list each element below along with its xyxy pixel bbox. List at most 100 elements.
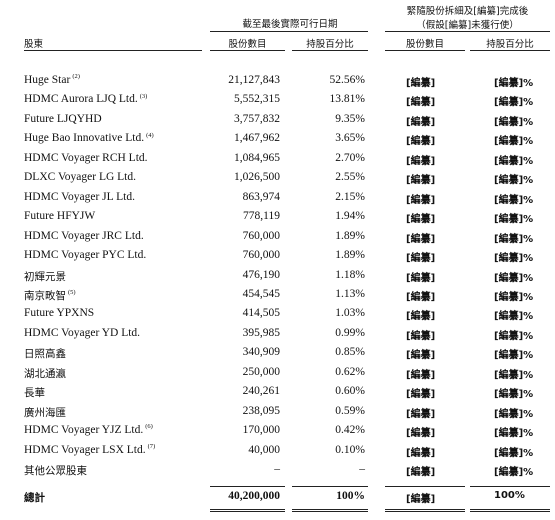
share-count: 863,974 [242, 190, 280, 203]
share-count: 40,000 [248, 443, 280, 456]
table-row: Huge Bao Innovative Ltd. (4) 1,467,962 3.65… [0, 132, 555, 151]
table-row: Future YPXNS 414,505 1.03% [編纂] [編纂]% [0, 307, 555, 326]
share-count: 760,000 [242, 249, 280, 262]
shareholding-pct: 1.13% [335, 287, 365, 300]
shareholder-name: HDMC Voyager RCH Ltd. [24, 151, 196, 164]
total-bottom-rule-shares-after-2 [385, 511, 465, 512]
share-count: 1,026,500 [234, 171, 280, 184]
table-row: HDMC Voyager JL Ltd. 863,974 2.15% [編纂] [編纂]… [0, 190, 555, 210]
shareholding-pct: 1.89% [335, 229, 365, 242]
shareholding-pct: 1.03% [335, 307, 365, 320]
share-count-after: [編纂] [406, 350, 436, 362]
shareholder-name: 廣州海匯 [24, 405, 196, 420]
total-bottom-rule-shares-after [385, 509, 465, 510]
shareholder-name: HDMC Aurora LJQ Ltd. (3) [24, 93, 196, 106]
shareholder-name: Huge Bao Innovative Ltd. (4) [24, 132, 196, 145]
share-count-after: [編纂] [406, 428, 436, 440]
table-row: HDMC Voyager RCH Ltd. 1,084,965 2.70% [編纂] [… [0, 151, 555, 171]
table-row: HDMC Voyager JRC Ltd. 760,000 1.89% [編纂] [編纂… [0, 229, 555, 249]
share-count: 414,505 [242, 307, 280, 320]
col-header-shares-after: 股份數目 [405, 39, 444, 50]
table-row: 廣州海匯 238,095 0.59% [編纂] [編纂]% [0, 405, 555, 424]
total-bottom-rule-pct-after [470, 509, 550, 510]
footnote-ref: (7) [147, 443, 156, 450]
share-count-after: [編纂] [406, 467, 436, 478]
shareholding-pct: 1.18% [335, 268, 365, 281]
table-row: HDMC Voyager LSX Ltd. (7) 40,000 0.10% [編纂] [… [0, 443, 555, 463]
shareholder-name: 南京畋智 (5) [24, 288, 196, 303]
shareholding-pct-after: [編纂]% [494, 467, 534, 478]
total-top-rule-pct [292, 486, 368, 487]
shareholder-name: 湖北通瀛 [24, 366, 196, 381]
shareholder-name: HDMC Voyager JRC Ltd. [24, 229, 196, 242]
total-top-rule-shares [210, 486, 285, 487]
total-shares: 40,200,000 [228, 490, 280, 502]
total-label: 總計 [24, 490, 196, 505]
share-count: 1,467,962 [234, 132, 280, 145]
shareholding-pct-after: [編纂]% [494, 291, 534, 303]
total-bottom-rule-pct-2 [292, 511, 368, 512]
share-count: 395,985 [242, 326, 280, 339]
shareholding-pct-after: [編纂]% [494, 447, 534, 459]
header-rule-pct [292, 50, 368, 51]
table-row: Future LJQYHD 3,757,832 9.35% [編纂] [編纂]% [0, 112, 555, 132]
share-count-after: [編纂] [406, 291, 436, 303]
shareholder-name: 長華 [24, 385, 196, 400]
shareholding-pct: 3.65% [335, 132, 365, 145]
shareholder-name: HDMC Voyager YD Ltd. [24, 326, 196, 339]
shareholding-pct-after: [編纂]% [494, 408, 534, 420]
table-row: 長華 240,261 0.60% [編纂] [編纂]% [0, 385, 555, 404]
share-count-after: [編纂] [406, 233, 436, 245]
col-header-shareholder: 股東 [24, 39, 44, 50]
header-rule-pct-after [470, 50, 550, 51]
share-count: 3,757,832 [234, 112, 280, 125]
share-count-after: [編纂] [406, 116, 436, 128]
table-row: 其他公眾股東 – – [編纂] [編纂]% [0, 463, 555, 482]
shareholding-pct: 52.56% [329, 74, 365, 86]
table-row: HDMC Aurora LJQ Ltd. (3) 5,552,315 13.81% [編… [0, 93, 555, 112]
shareholder-name: HDMC Voyager JL Ltd. [24, 190, 196, 203]
shareholding-pct: 9.35% [335, 112, 365, 125]
footnote-ref: (2) [72, 74, 80, 81]
share-count-after: [編纂] [406, 155, 436, 167]
share-count-after: [編纂] [406, 330, 436, 342]
footnote-ref: (6) [145, 424, 153, 431]
table-row: 初輝元景 476,190 1.18% [編纂] [編纂]% [0, 269, 555, 288]
share-count-after: [編纂] [406, 253, 436, 265]
share-count-after: [編纂] [406, 369, 436, 381]
shareholder-name: 日照高鑫 [24, 346, 196, 361]
share-count: 760,000 [242, 229, 280, 242]
group2-title-line2: （假設[編纂]未獲行使） [416, 20, 519, 31]
footnote-ref: (4) [146, 132, 154, 139]
share-count-after: [編纂] [406, 447, 436, 459]
table-row: 南京畋智 (5) 454,545 1.13% [編纂] [編纂]% [0, 288, 555, 307]
share-count-after: [編纂] [406, 214, 436, 226]
shareholder-name: Future HFYJW [24, 210, 196, 223]
table-row: HDMC Voyager YD Ltd. 395,985 0.99% [編纂] [編纂]… [0, 326, 555, 346]
total-shares-after: [編纂] [406, 494, 436, 505]
shareholding-pct: 2.15% [335, 190, 365, 203]
share-count-after: [編纂] [406, 136, 436, 148]
header-rule-shareholder [24, 50, 202, 51]
shareholding-pct: 0.60% [335, 385, 365, 398]
shareholding-pct-after: [編纂]% [494, 214, 534, 226]
share-count: 250,000 [242, 365, 280, 378]
total-bottom-rule-shares [210, 509, 285, 510]
total-top-rule-shares-after [385, 486, 465, 487]
share-count: – [274, 463, 280, 475]
share-count-after: [編纂] [406, 194, 436, 206]
shareholding-pct: 13.81% [329, 93, 365, 106]
shareholding-pct-after: [編纂]% [494, 428, 534, 440]
group2-rule [385, 31, 550, 32]
shareholding-pct: 0.85% [335, 346, 365, 359]
shareholding-pct-after: [編纂]% [494, 233, 534, 245]
col-header-pct-after: 持股百分比 [486, 39, 534, 50]
table-row: HDMC Voyager PYC Ltd. 760,000 1.89% [編纂] [編纂… [0, 249, 555, 268]
share-count-after: [編纂] [406, 272, 436, 284]
share-count-after: [編纂] [406, 311, 436, 323]
total-bottom-rule-pct [292, 509, 368, 510]
table-row: DLXC Voyager LG Ltd. 1,026,500 2.55% [編纂] [編… [0, 171, 555, 190]
shareholding-pct: 1.94% [335, 210, 365, 223]
shareholding-pct-after: [編纂]% [494, 155, 534, 167]
total-top-rule-pct-after [470, 486, 550, 487]
